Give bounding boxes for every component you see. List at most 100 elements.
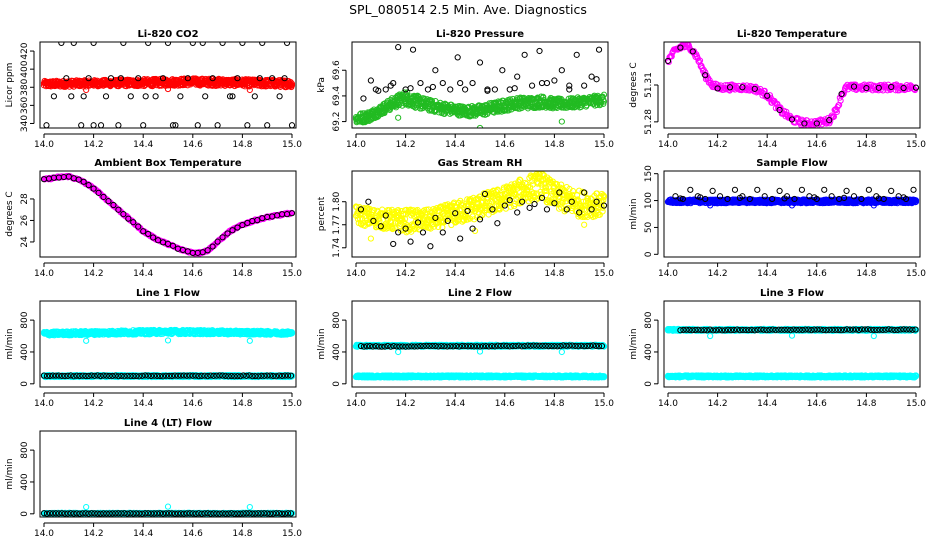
chart-title: Li-820 Pressure <box>436 29 524 40</box>
y-tick-label: 360 <box>20 97 30 114</box>
data-point <box>870 202 877 209</box>
plot-frame <box>39 170 297 258</box>
data-point <box>576 209 583 216</box>
data-point <box>702 72 709 79</box>
data-point <box>484 87 491 94</box>
plot-area <box>40 42 296 128</box>
data-series <box>360 44 603 102</box>
data-point <box>149 83 156 90</box>
data-point <box>110 201 117 209</box>
data-point <box>534 180 541 187</box>
data-point <box>204 247 211 254</box>
data-point <box>503 184 510 191</box>
x-tick-label: 15.0 <box>594 269 614 279</box>
data-point <box>368 114 375 122</box>
data-point <box>716 193 724 200</box>
data-series <box>40 75 296 94</box>
data-point <box>875 84 882 91</box>
data-point <box>769 195 776 203</box>
data-point <box>506 86 513 93</box>
y-tick-label: 28 <box>20 193 30 205</box>
data-point <box>246 86 253 94</box>
data-point <box>524 183 532 191</box>
data-point <box>75 176 82 183</box>
x-tick-label: 14.8 <box>856 140 876 150</box>
data-point <box>395 44 402 51</box>
data-point <box>360 95 367 102</box>
data-point <box>440 219 447 226</box>
data-point <box>469 213 476 220</box>
y-axis-label: Licor ppm <box>5 63 15 108</box>
data-point <box>687 186 694 193</box>
data-point <box>840 194 848 201</box>
data-point <box>219 42 226 47</box>
data-point <box>813 120 820 127</box>
data-point <box>900 84 907 92</box>
data-point <box>499 67 506 74</box>
data-point <box>402 225 409 232</box>
data-point <box>761 193 768 200</box>
data-point <box>385 224 392 231</box>
data-point <box>164 42 172 47</box>
data-point <box>117 75 124 82</box>
data-point <box>724 195 731 203</box>
data-point <box>390 240 397 248</box>
data-point <box>159 75 167 82</box>
data-point <box>387 82 394 89</box>
data-point <box>395 114 402 121</box>
data-point <box>135 75 142 82</box>
data-point <box>127 93 134 100</box>
data-point <box>900 194 907 201</box>
data-point <box>439 79 446 87</box>
data-point <box>489 206 496 213</box>
data-point <box>259 42 266 47</box>
data-point <box>145 230 152 238</box>
data-point <box>863 84 870 92</box>
data-point <box>135 223 142 230</box>
x-tick-label: 15.0 <box>594 140 614 150</box>
data-point <box>288 210 296 217</box>
data-point <box>677 195 684 202</box>
x-tick-label: 14.2 <box>708 140 728 150</box>
data-point <box>494 220 501 227</box>
data-point <box>189 42 196 47</box>
data-point <box>486 200 493 207</box>
data-point <box>202 93 209 100</box>
data-series <box>664 44 920 127</box>
data-point <box>414 206 421 214</box>
data-point <box>125 215 132 222</box>
data-point <box>246 337 253 344</box>
data-point <box>427 243 434 250</box>
data-point <box>424 86 432 93</box>
data-point <box>417 79 424 87</box>
data-point <box>194 122 201 128</box>
data-point <box>145 42 152 47</box>
data-point <box>511 85 518 92</box>
plot-frame <box>663 170 921 258</box>
data-point <box>244 122 251 128</box>
data-point <box>214 238 221 245</box>
data-point <box>85 182 92 189</box>
data-point <box>751 85 758 92</box>
y-tick-label: 50 <box>644 221 654 233</box>
data-point <box>697 194 704 201</box>
data-point <box>558 67 565 74</box>
x-tick-label: 14.2 <box>84 269 104 279</box>
data-point <box>476 124 484 128</box>
data-point <box>239 221 246 229</box>
data-point <box>668 53 675 60</box>
data-point <box>367 235 374 242</box>
x-tick-label: 15.0 <box>906 140 926 150</box>
data-point <box>850 193 858 200</box>
data-series <box>40 172 295 257</box>
data-point <box>372 86 379 93</box>
data-point <box>229 227 236 234</box>
data-series <box>40 326 296 344</box>
data-point <box>115 206 122 213</box>
data-point <box>239 42 246 47</box>
data-point <box>838 90 845 98</box>
data-point <box>416 226 423 233</box>
data-point <box>419 229 427 236</box>
data-point <box>264 122 271 128</box>
